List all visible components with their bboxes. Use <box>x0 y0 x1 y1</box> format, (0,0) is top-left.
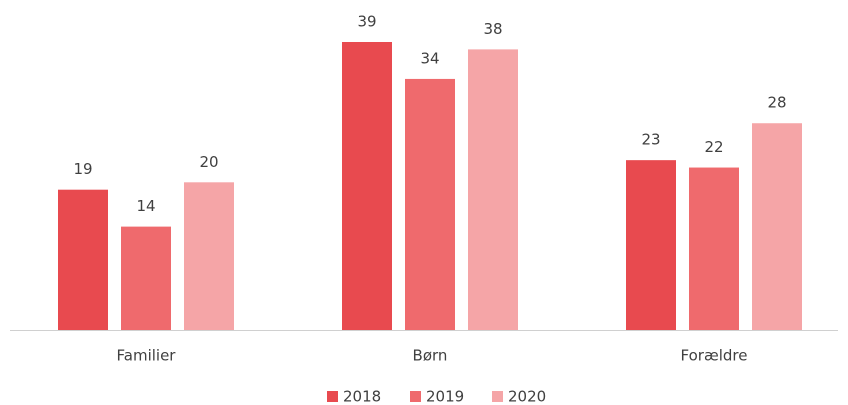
x-tick-label: Familier <box>117 347 177 365</box>
bar <box>468 49 518 331</box>
legend-label: 2018 <box>343 388 381 405</box>
x-tick-label: Børn <box>413 347 448 365</box>
data-label: 38 <box>483 20 502 38</box>
legend-label: 2019 <box>426 388 464 405</box>
legend-label: 2020 <box>508 388 546 405</box>
bar <box>405 78 455 330</box>
bar <box>689 167 739 330</box>
legend-swatch <box>410 391 421 402</box>
data-label: 22 <box>704 138 723 156</box>
data-label: 20 <box>199 153 218 171</box>
data-label: 28 <box>767 94 786 112</box>
bar <box>184 182 234 330</box>
bar <box>121 226 171 330</box>
data-label: 19 <box>73 160 92 178</box>
data-label: 39 <box>357 13 376 31</box>
x-tick-label: Forældre <box>681 347 748 365</box>
data-label: 34 <box>420 49 439 67</box>
bar <box>342 42 392 330</box>
data-label: 14 <box>136 197 155 215</box>
data-label: 23 <box>641 131 660 149</box>
bar <box>752 123 802 330</box>
bar <box>626 160 676 330</box>
legend-swatch <box>327 391 338 402</box>
legend-swatch <box>492 391 503 402</box>
bar <box>58 189 108 330</box>
